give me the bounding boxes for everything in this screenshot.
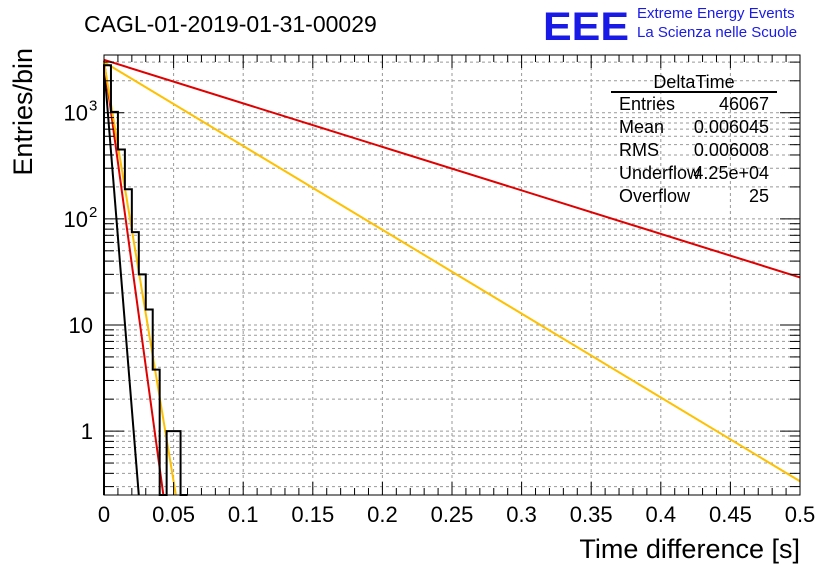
y-tick-exponent: 3 [89, 98, 97, 115]
stats-row-value: 46067 [719, 94, 769, 114]
fit-line [103, 61, 177, 496]
x-tick-label: 0.35 [570, 502, 613, 527]
histogram-steps [103, 64, 188, 496]
x-tick-label: 0.4 [646, 502, 677, 527]
y-tick-exponent: 2 [89, 204, 97, 221]
stats-row-label: Entries [619, 94, 675, 114]
x-tick-label: 0.1 [228, 502, 259, 527]
axis-ticks [103, 55, 801, 495]
logo-line-1: Extreme Energy Events [637, 5, 795, 22]
fit-line [103, 65, 140, 496]
fit-curves [103, 58, 801, 496]
stats-title: DeltaTime [653, 72, 734, 92]
stats-rows: Entries 46067 Mean 0.006045 RMS 0.006008 Under… [619, 94, 769, 206]
x-tick-label: 0.3 [506, 502, 537, 527]
fit-line [103, 60, 165, 496]
y-tick-label: 10 [69, 313, 93, 338]
x-axis-label: Time difference [s] [579, 534, 800, 564]
stats-row-label: Underflow [619, 163, 701, 183]
stats-row-label: RMS [619, 140, 659, 160]
stats-box: DeltaTime Entries 46067 Mean 0.006045 RMS 0.0… [611, 72, 777, 206]
x-tick-label: 0.45 [709, 502, 752, 527]
eee-logo: EEE [543, 5, 629, 49]
x-tick-label: 0.25 [431, 502, 474, 527]
x-tick-label: 0.15 [291, 502, 334, 527]
logo-line-2: La Scienza nelle Scuole [637, 24, 797, 41]
y-axis-label: Entries/bin [8, 48, 38, 176]
x-tick-label: 0 [98, 502, 110, 527]
x-tick-label: 0.5 [785, 502, 816, 527]
run-title: CAGL-01-2019-01-31-00029 [84, 11, 377, 37]
fit-line [103, 61, 801, 483]
stats-row-value: 0.006008 [694, 140, 769, 160]
stats-row-value: 4.25e+04 [693, 163, 769, 183]
stats-row-value: 0.006045 [694, 117, 769, 137]
x-tick-label: 0.2 [367, 502, 398, 527]
stats-row-label: Overflow [619, 186, 691, 206]
histogram-series [103, 64, 188, 496]
stats-row-label: Mean [619, 117, 664, 137]
x-tick-label: 0.05 [152, 502, 195, 527]
y-tick-label: 1 [81, 419, 93, 444]
y-tick-label: 10 [64, 101, 88, 126]
stats-row-value: 25 [749, 186, 769, 206]
fit-line [103, 58, 801, 279]
tick-labels: 0 0.05 0.1 0.15 0.2 0.25 0.3 0.35 0.4 0.45 0.5 1 10 1… [64, 98, 816, 527]
y-tick-label: 10 [64, 207, 88, 232]
